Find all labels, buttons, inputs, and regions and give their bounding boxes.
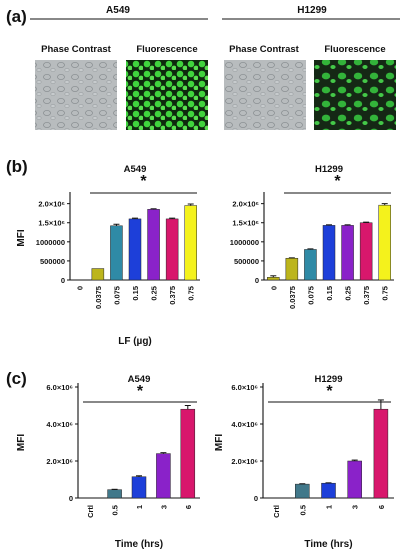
chart2-category-label: 0.25 [344,286,353,301]
chart4-category-label: 0.5 [298,505,307,515]
chart3-category-label: 6 [184,505,193,509]
chart1-title: A549 [124,164,147,175]
a549-phase-label: Phase Contrast [41,44,112,55]
chart1-ytick-label: 500000 [40,257,65,266]
chart2-bar [322,225,336,281]
group-h1299-title: H1299 [297,5,327,16]
h1299-fluorescence-image [314,60,396,130]
chart2-ytick-label: 1.5×10⁶ [232,219,259,228]
chart3-ytick-label: 4.0×10⁶ [46,420,73,429]
chart1-ytick-label: 0 [61,276,65,285]
chart4-bar [321,482,336,499]
chart2-bar [285,257,299,281]
chart3-ylabel: MFI [16,434,27,451]
chart1-xlabel: LF (µg) [118,336,152,347]
chart3-category-label: 3 [159,505,168,509]
a549-phase-image [35,60,117,130]
chart2-ytick-label: 1000000 [230,238,259,247]
chart1-category-label: 0.75 [187,286,196,301]
chart4-bar [295,483,310,499]
chart2-significance-star: * [334,173,341,190]
chart1-ylabel: MFI [16,229,27,246]
chart1-ytick-label: 1.5×10⁶ [38,219,65,228]
chart4-category-label: 1 [325,505,334,509]
chart4-ytick-label: 6.0×10⁶ [231,383,258,392]
chart3-xlabel: Time (hrs) [115,539,163,550]
chart4-significance-star: * [326,383,333,400]
chart2-category-label: 0.15 [325,286,334,301]
chart3-ytick-label: 2.0×10⁶ [46,457,73,466]
a549-fluorescence-image [126,60,208,130]
chart3-bar [107,489,122,499]
chart1-bar [184,205,197,281]
chart4-bar [347,460,362,499]
chart1-bar [91,268,105,281]
panel-c-label: (c) [6,369,27,388]
chart1-bar [110,225,123,281]
chart2-bar [378,204,391,281]
chart3-category-label: 0.5 [111,505,120,515]
chart1-bar [147,209,160,281]
chart2-category-label: 0.375 [362,286,371,305]
chart1-bar [165,218,179,281]
chart1-category-label: 0.25 [150,286,159,301]
chart4-ytick-label: 4.0×10⁶ [231,420,258,429]
chart2-bar [304,249,317,281]
chart1-category-label: 0.075 [112,286,121,305]
chart2-ytick-label: 0 [255,276,259,285]
chart2-category-label: 0.0375 [288,286,297,309]
chart4-category-label: 3 [351,505,360,509]
chart1-ytick-label: 1000000 [36,238,65,247]
chart4-ytick-label: 0 [254,494,258,503]
chart1-significance-star: * [140,173,147,190]
chart3-category-label: 1 [135,505,144,509]
chart2-ytick-label: 500000 [234,257,259,266]
chart4-category-label: 6 [377,505,386,509]
chart3-ytick-label: 6.0×10⁶ [46,383,73,392]
chart2-ytick-label: 2.0×10⁶ [232,200,259,209]
chart1-category-label: 0.15 [131,286,140,301]
chart3-bar [131,476,147,499]
chart2-bar [359,222,373,281]
panel-b-label: (b) [6,157,28,176]
chart3-category-label: Crtl [86,505,95,518]
chart4-category-label: Crtl [272,505,281,518]
panel-a-label: (a) [6,7,27,26]
a549-fluor-label: Fluorescence [136,44,197,55]
chart3-significance-star: * [137,383,144,400]
h1299-phase-image [224,60,306,130]
chart3-title: A549 [128,374,151,385]
chart1-category-label: 0.0375 [94,286,103,309]
chart1-bar [128,218,142,281]
chart2-category-label: 0.075 [306,286,315,305]
chart3-bar [180,408,196,499]
chart4-title: H1299 [315,374,343,385]
h1299-phase-label: Phase Contrast [229,44,300,55]
chart1-category-label: 0 [75,286,84,290]
chart2-bar [267,277,280,281]
chart1-ytick-label: 2.0×10⁶ [38,200,65,209]
chart4-bar [373,408,389,499]
chart2-title: H1299 [315,164,343,175]
chart4-ytick-label: 2.0×10⁶ [231,457,258,466]
chart3-bar [156,453,171,499]
chart2-category-label: 0.75 [381,286,390,301]
chart3-ytick-label: 0 [69,494,73,503]
chart1-category-label: 0.375 [168,286,177,305]
chart2-bar [341,225,354,281]
chart4-xlabel: Time (hrs) [304,539,352,550]
chart4-ylabel: MFI [214,434,225,451]
chart2-category-label: 0 [269,286,278,290]
group-a549-title: A549 [106,5,130,16]
h1299-fluor-label: Fluorescence [324,44,385,55]
